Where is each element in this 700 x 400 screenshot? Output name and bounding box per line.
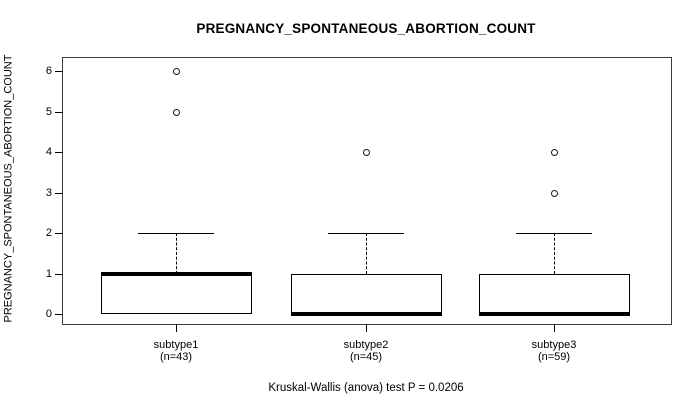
y-tick-label: 3 — [45, 187, 52, 199]
y-tick-label: 6 — [45, 65, 52, 77]
group-label: subtype1 — [153, 339, 199, 351]
group-n-label: (n=43) — [159, 351, 193, 363]
y-tick-label: 2 — [45, 227, 52, 239]
whisker-cap — [138, 233, 214, 234]
group-label: subtype2 — [343, 339, 389, 351]
whisker-cap — [516, 233, 592, 234]
y-tick-label: 4 — [45, 146, 52, 158]
y-tick — [55, 152, 63, 153]
y-tick-label: 0 — [45, 308, 52, 320]
whisker-line — [554, 233, 555, 274]
x-tick — [554, 324, 555, 332]
whisker-line — [366, 233, 367, 274]
median-line — [479, 312, 630, 316]
group-n-label: (n=59) — [537, 351, 571, 363]
outlier-point — [551, 149, 558, 156]
median-line — [101, 272, 252, 276]
whisker-cap — [328, 233, 404, 234]
box — [479, 274, 630, 314]
outlier-point — [173, 68, 180, 75]
group-label: subtype3 — [531, 339, 577, 351]
box — [101, 274, 252, 314]
y-tick — [55, 274, 63, 275]
outlier-point — [551, 190, 558, 197]
y-tick-label: 1 — [45, 268, 52, 280]
y-tick — [55, 71, 63, 72]
stat-test-caption: Kruskal-Wallis (anova) test P = 0.0206 — [268, 382, 464, 394]
whisker-line — [176, 233, 177, 274]
y-tick — [55, 112, 63, 113]
y-tick — [55, 233, 63, 234]
median-line — [291, 312, 442, 316]
x-tick — [176, 324, 177, 332]
y-tick-label: 5 — [45, 106, 52, 118]
outlier-point — [363, 149, 370, 156]
y-axis-label: PREGNANCY_SPONTANEOUS_ABORTION_COUNT — [2, 54, 15, 323]
plot-area: 0 1 2 3 4 5 6 subtype1 (n=43) subtype2 (n=45) subty… — [46, 57, 672, 363]
group-n-label: (n=45) — [349, 351, 383, 363]
chart-title: PREGNANCY_SPONTANEOUS_ABORTION_COUNT — [196, 21, 536, 36]
x-tick — [366, 324, 367, 332]
outlier-point — [173, 109, 180, 116]
box — [291, 274, 442, 314]
y-tick — [55, 193, 63, 194]
y-tick — [55, 314, 63, 315]
